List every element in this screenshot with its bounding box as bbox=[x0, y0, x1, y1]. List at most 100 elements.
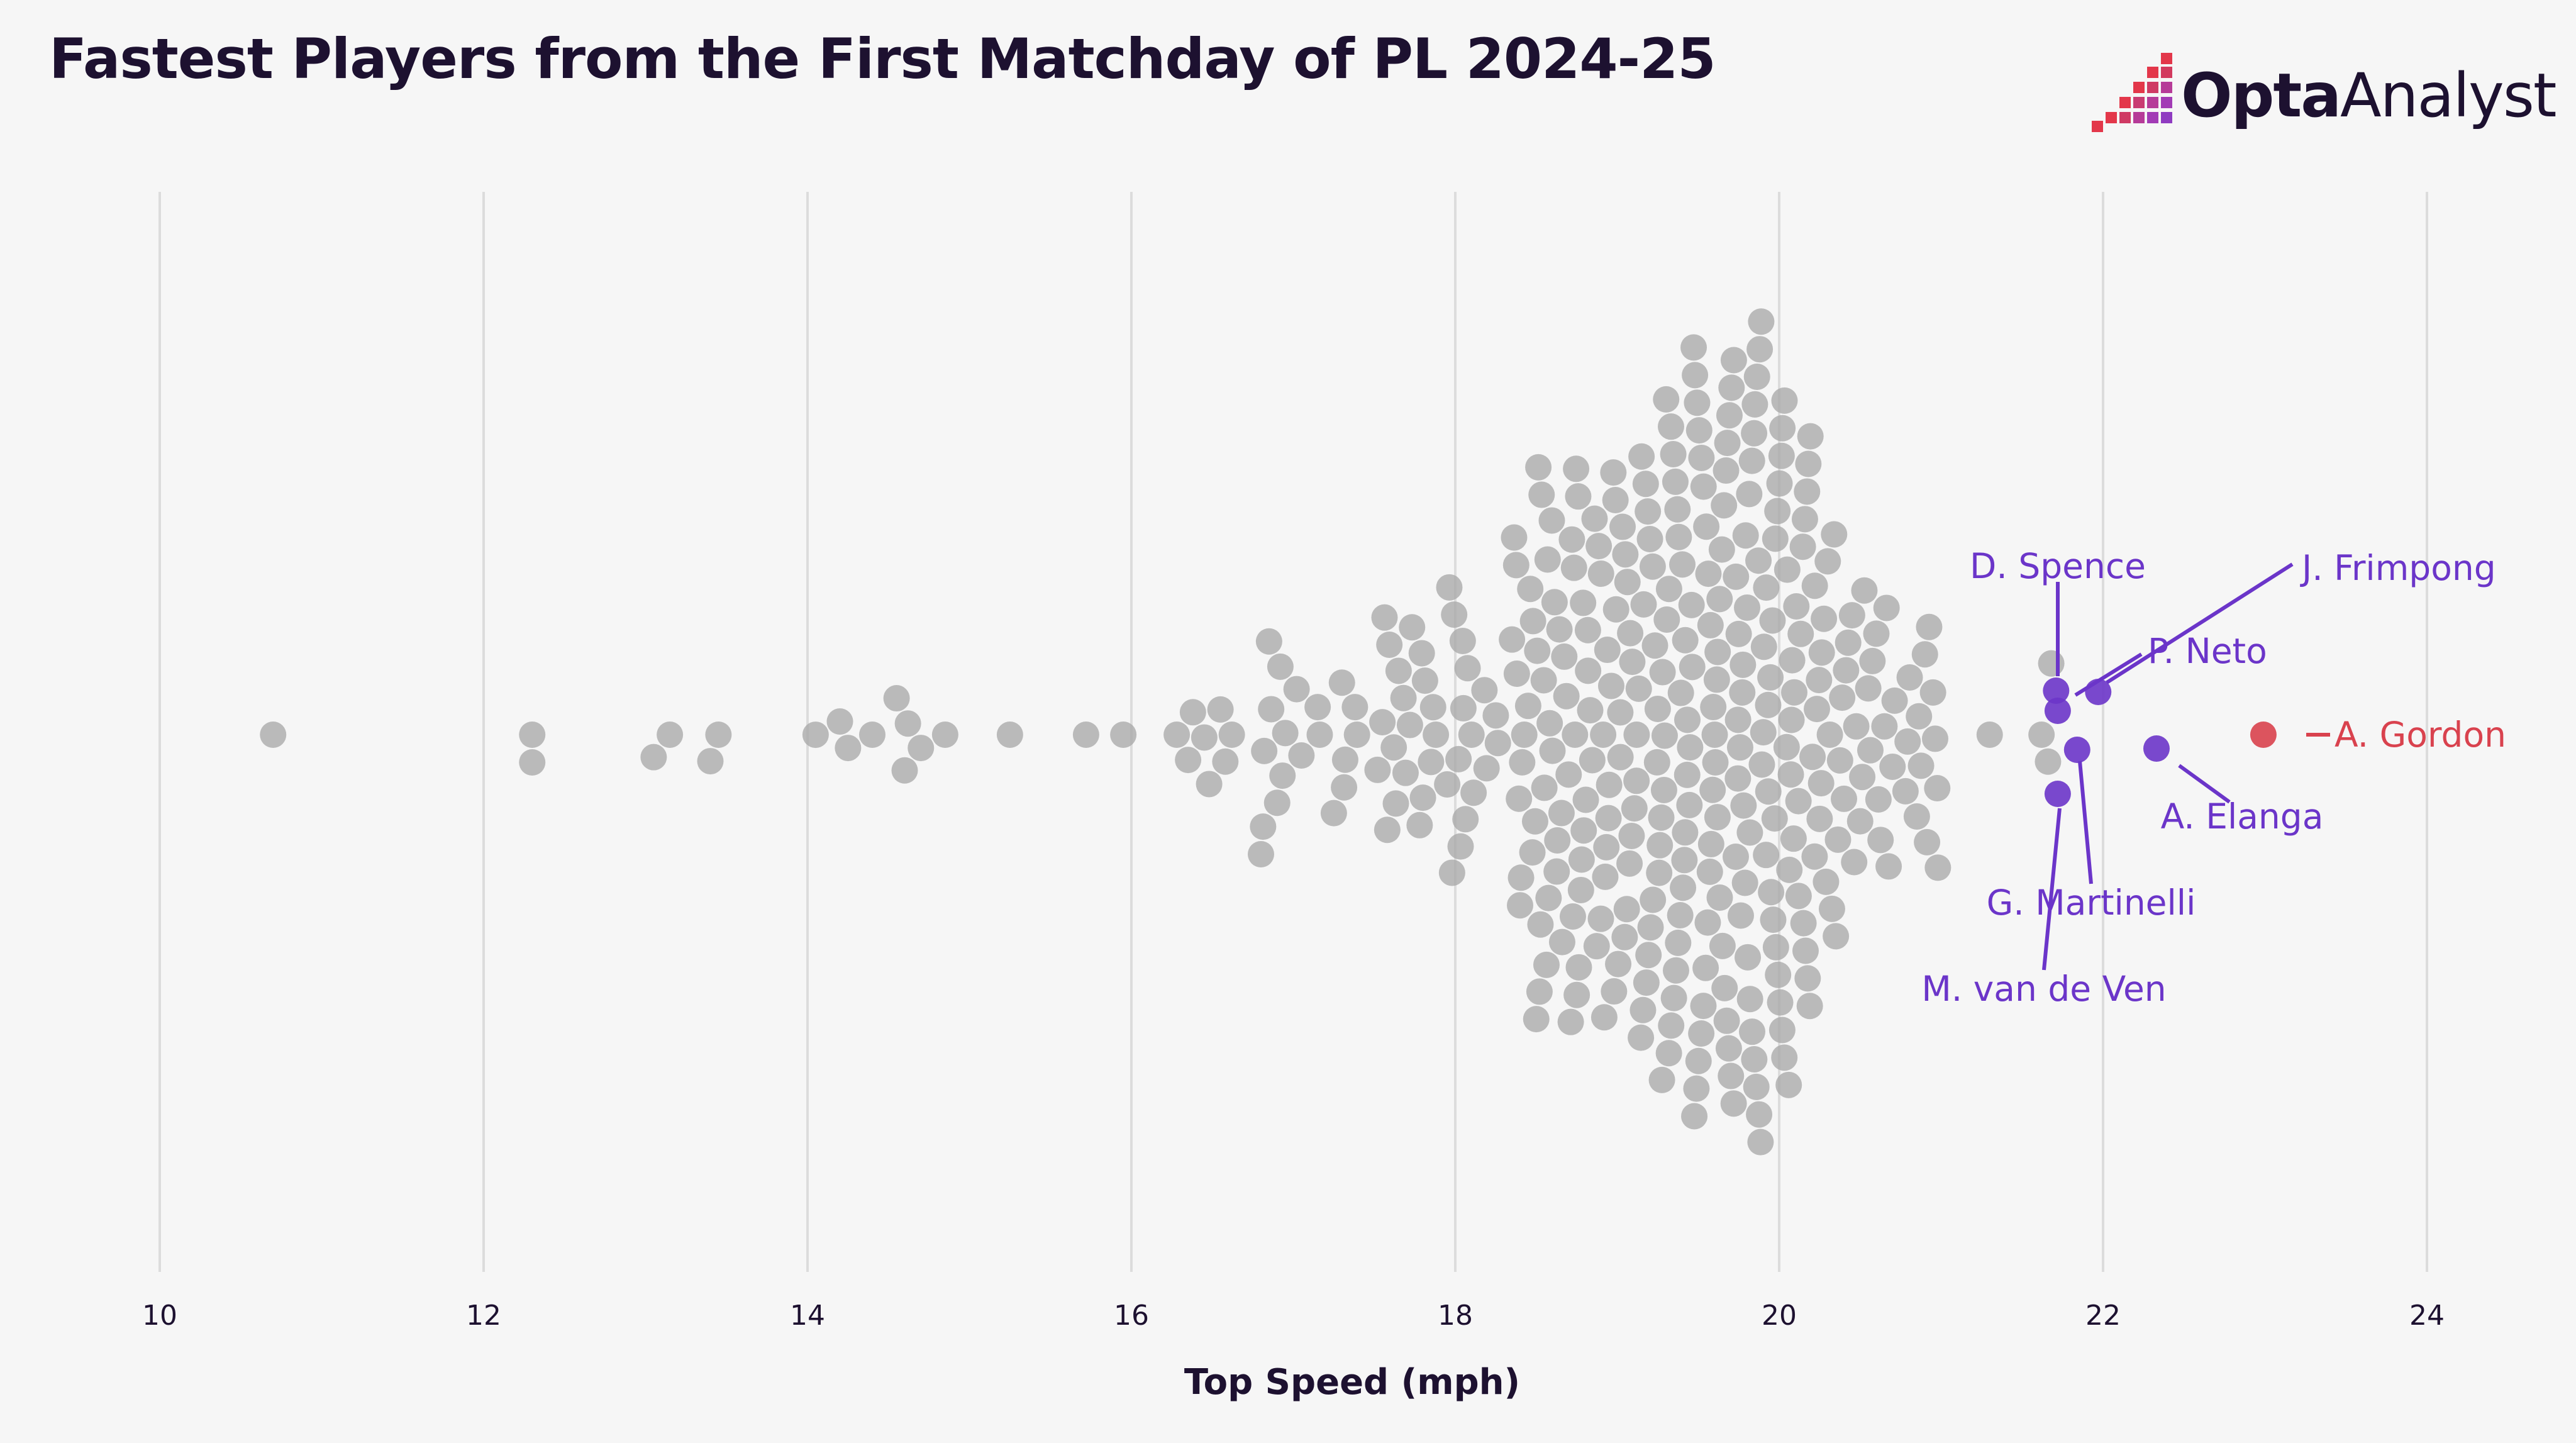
player-dot bbox=[1730, 792, 1757, 819]
player-dot bbox=[1683, 1075, 1710, 1102]
player-dot bbox=[1681, 1103, 1708, 1130]
player-dot bbox=[1644, 695, 1671, 722]
player-dot bbox=[1780, 679, 1807, 706]
player-dot bbox=[1670, 874, 1697, 901]
player-dot bbox=[1191, 724, 1218, 751]
player-dot bbox=[1382, 790, 1409, 817]
player-dot bbox=[1711, 974, 1738, 1001]
player-dot bbox=[1612, 541, 1639, 568]
x-tick-label: 20 bbox=[1762, 1300, 1797, 1332]
player-dot bbox=[1699, 776, 1726, 803]
player-dot bbox=[1814, 548, 1841, 575]
player-dot bbox=[260, 722, 287, 748]
player-dot bbox=[1664, 496, 1691, 523]
player-dot bbox=[1563, 455, 1590, 482]
player-dot bbox=[1700, 694, 1727, 721]
player-dot bbox=[1590, 722, 1617, 748]
player-dot bbox=[1409, 784, 1436, 811]
player-dot bbox=[1791, 506, 1818, 533]
player-dot bbox=[1801, 843, 1828, 870]
player-dot bbox=[1674, 761, 1701, 788]
player-dot bbox=[1288, 742, 1315, 769]
player-dot bbox=[1269, 762, 1296, 789]
player-dot bbox=[1267, 653, 1294, 680]
player-dot bbox=[1641, 632, 1668, 659]
player-dot bbox=[1762, 525, 1789, 552]
player-dot bbox=[1568, 846, 1595, 873]
player-dot bbox=[1263, 789, 1291, 816]
logo-square bbox=[2133, 112, 2145, 123]
player-dot bbox=[1527, 911, 1554, 938]
player-dot bbox=[1779, 647, 1806, 674]
player-dot bbox=[1390, 684, 1417, 711]
player-dot bbox=[1396, 711, 1423, 738]
player-dot bbox=[1585, 533, 1613, 560]
player-dot bbox=[1771, 1044, 1798, 1071]
player-dot bbox=[1633, 969, 1660, 996]
brand-wordmark: OptaAnalyst bbox=[2181, 60, 2557, 131]
player-dot bbox=[1449, 627, 1476, 654]
player-dot bbox=[1741, 391, 1768, 418]
player-dot bbox=[1720, 1090, 1747, 1117]
player-dot bbox=[1533, 951, 1560, 978]
player-dot bbox=[1613, 896, 1640, 923]
player-dot bbox=[1706, 884, 1733, 911]
player-dot bbox=[1671, 847, 1698, 874]
logo-square bbox=[2147, 97, 2158, 108]
player-dot bbox=[1704, 804, 1731, 831]
player-dot bbox=[1892, 777, 1919, 805]
player-dot bbox=[1771, 387, 1798, 414]
player-dot bbox=[1601, 978, 1628, 1005]
player-dot bbox=[519, 722, 546, 748]
player-dot bbox=[1559, 903, 1586, 930]
player-dot bbox=[1617, 620, 1644, 647]
logo-square bbox=[2133, 97, 2145, 108]
player-dot bbox=[1806, 667, 1833, 694]
player-dot bbox=[1724, 765, 1752, 792]
player-dot bbox=[1502, 552, 1530, 579]
player-label: G. Martinelli bbox=[1987, 883, 2196, 923]
player-dot bbox=[1436, 574, 1463, 601]
player-dot bbox=[1306, 722, 1333, 748]
player-dot bbox=[1593, 833, 1620, 861]
player-dot bbox=[1879, 753, 1906, 780]
player-dot bbox=[1637, 914, 1664, 941]
player-label: J. Frimpong bbox=[2300, 548, 2496, 588]
player-dot bbox=[1914, 828, 1941, 855]
player-dot bbox=[1343, 722, 1370, 748]
player-dot bbox=[1546, 616, 1573, 643]
player-dot bbox=[1411, 667, 1438, 694]
player-dot bbox=[1523, 1006, 1550, 1033]
player-dot bbox=[1623, 767, 1650, 794]
brand-light: Analyst bbox=[2340, 60, 2557, 131]
player-dot bbox=[2028, 722, 2055, 748]
brand-bold: Opta bbox=[2181, 60, 2341, 131]
player-dot bbox=[1581, 505, 1608, 532]
player-dot bbox=[1565, 954, 1592, 981]
player-dot bbox=[1600, 459, 1627, 486]
player-dot bbox=[1636, 525, 1663, 552]
player-dot bbox=[1406, 811, 1433, 838]
player-dot bbox=[1693, 513, 1720, 540]
chart-title: Fastest Players from the First Matchday … bbox=[49, 26, 1716, 91]
player-dot bbox=[1648, 1066, 1675, 1093]
highlighted-player-dot bbox=[2143, 735, 2170, 762]
x-tick-label: 12 bbox=[466, 1300, 501, 1332]
player-dot bbox=[1871, 713, 1898, 740]
player-dot bbox=[1808, 639, 1835, 666]
player-dot bbox=[1385, 657, 1412, 684]
player-dot bbox=[1715, 1035, 1742, 1062]
logo-square bbox=[2119, 97, 2131, 108]
player-dot bbox=[1769, 415, 1796, 442]
player-dot bbox=[1507, 892, 1533, 919]
player-dot bbox=[883, 685, 910, 712]
opta-logo-icon bbox=[2092, 53, 2172, 132]
player-dot bbox=[1736, 819, 1763, 846]
player-dot bbox=[1796, 993, 1823, 1020]
player-dot bbox=[1792, 937, 1819, 964]
highlighted-player-dot bbox=[2250, 722, 2277, 748]
player-dot bbox=[1916, 613, 1943, 640]
player-dot bbox=[1655, 576, 1682, 603]
player-dot bbox=[1684, 389, 1711, 416]
